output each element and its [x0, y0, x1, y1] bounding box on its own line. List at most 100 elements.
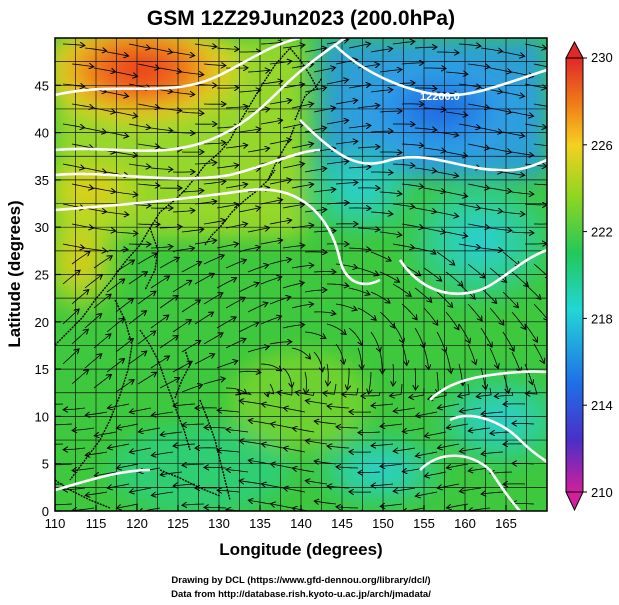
streamline — [218, 450, 240, 452]
streamline — [260, 240, 282, 245]
streamline — [174, 444, 196, 446]
y-tick-label: 5 — [42, 457, 49, 472]
streamline — [216, 244, 238, 249]
streamline — [370, 331, 380, 351]
streamline — [502, 171, 524, 175]
streamline — [249, 500, 271, 505]
streamline — [203, 379, 224, 385]
colorbar-tick-label: 218 — [591, 311, 613, 326]
streamline — [183, 504, 205, 505]
streamline — [401, 303, 417, 319]
streamline — [304, 48, 326, 53]
y-tick-label: 45 — [35, 78, 49, 93]
streamline — [436, 171, 458, 176]
streamline — [278, 388, 293, 395]
streamline — [194, 274, 213, 285]
streamline — [414, 128, 436, 130]
streamline — [240, 401, 262, 405]
streamline — [480, 87, 502, 92]
streamline — [391, 383, 403, 396]
streamline — [370, 49, 392, 53]
streamline — [86, 451, 108, 455]
streamline — [150, 47, 172, 52]
streamline — [62, 44, 84, 45]
streamline — [247, 148, 269, 153]
streamline — [282, 367, 292, 386]
streamline — [284, 448, 306, 453]
streamline — [62, 243, 84, 248]
streamline — [533, 263, 547, 278]
streamline — [524, 123, 546, 127]
streamline — [247, 70, 269, 72]
streamline — [227, 430, 249, 432]
streamline — [247, 347, 268, 353]
streamline — [181, 262, 201, 273]
streamline — [115, 299, 133, 313]
streamline — [203, 293, 222, 305]
streamline — [237, 392, 252, 394]
streamline — [284, 408, 306, 413]
x-tick-label: 165 — [495, 516, 517, 531]
streamline — [172, 210, 194, 212]
streamline — [115, 151, 137, 156]
colorbar-min-arrow — [565, 491, 584, 512]
streamline — [262, 444, 284, 449]
streamline — [403, 507, 425, 511]
streamline — [269, 180, 291, 185]
colorbar-tick-label: 226 — [591, 138, 613, 153]
streamline — [238, 323, 258, 333]
streamline — [313, 68, 335, 73]
streamline — [424, 68, 445, 69]
streamline — [218, 410, 240, 412]
streamline — [423, 347, 429, 369]
streamline — [306, 441, 328, 445]
streamline — [225, 339, 245, 349]
streamline — [117, 423, 139, 428]
streamline — [326, 203, 348, 204]
streamline — [64, 408, 86, 410]
streamline — [159, 227, 181, 228]
streamline — [357, 228, 379, 230]
streamline — [511, 232, 533, 233]
streamline — [260, 277, 281, 285]
streamline — [174, 484, 196, 486]
streamline — [106, 212, 128, 215]
streamline — [293, 468, 315, 473]
streamline — [379, 70, 401, 72]
streamline — [73, 428, 95, 430]
streamline — [205, 507, 227, 508]
streamline — [115, 261, 134, 273]
streamline — [357, 147, 379, 148]
streamline — [437, 371, 438, 393]
streamline — [379, 111, 401, 112]
streamline — [370, 212, 392, 214]
streamline — [304, 88, 326, 93]
streamline — [401, 343, 407, 364]
streamline — [480, 327, 492, 346]
streamline — [262, 484, 284, 489]
streamline — [438, 403, 460, 408]
streamline — [161, 472, 183, 475]
streamline — [291, 265, 313, 268]
streamline — [414, 247, 435, 254]
streamline — [181, 112, 203, 113]
streamline — [335, 263, 357, 268]
streamline — [282, 245, 304, 248]
streamline — [425, 431, 447, 436]
streamline — [284, 488, 306, 493]
streamline — [357, 267, 378, 275]
streamline — [247, 303, 267, 313]
streamline — [460, 487, 482, 491]
streamline — [502, 291, 518, 307]
streamline — [438, 443, 460, 448]
streamline — [343, 387, 359, 395]
streamline — [93, 256, 111, 269]
streamline — [115, 380, 133, 393]
streamline — [533, 183, 547, 186]
streamline — [115, 232, 137, 234]
streamline — [392, 323, 403, 342]
streamline — [108, 443, 130, 448]
streamline — [524, 323, 537, 341]
streamline — [401, 184, 423, 187]
streamline — [369, 371, 371, 393]
